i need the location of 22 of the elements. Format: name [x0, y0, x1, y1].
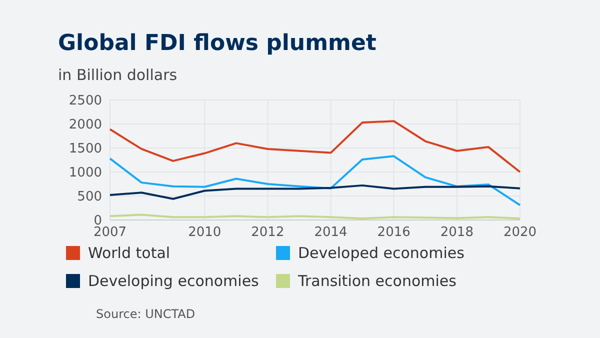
- legend-label: Developed economies: [298, 244, 465, 262]
- y-tick-label: 500: [77, 190, 102, 205]
- line-series: [109, 120, 521, 173]
- legend-label: World total: [88, 244, 170, 262]
- y-tick-label: 1000: [68, 166, 102, 181]
- y-tick-label: 2000: [68, 118, 102, 133]
- legend-label: Developing economies: [88, 272, 260, 290]
- line-series: [109, 184, 521, 200]
- y-tick-label: 1500: [68, 142, 102, 157]
- legend-label: Transition economies: [297, 272, 457, 290]
- chart-subtitle: in Billion dollars: [58, 66, 178, 84]
- line-series: [109, 155, 521, 206]
- x-tick-label: 2007: [93, 225, 127, 240]
- x-tick-label: 2016: [377, 225, 410, 240]
- x-tick-label: 2020: [503, 225, 537, 240]
- x-tick-label: 2012: [251, 225, 284, 240]
- source-note: Source: UNCTAD: [96, 307, 196, 321]
- y-tick-label: 2500: [68, 94, 102, 109]
- x-tick-label: 2014: [314, 225, 348, 240]
- x-tick-label: 2018: [440, 225, 474, 240]
- chart-title: Global FDI flows plummet: [58, 31, 377, 56]
- x-tick-label: 2010: [188, 225, 222, 240]
